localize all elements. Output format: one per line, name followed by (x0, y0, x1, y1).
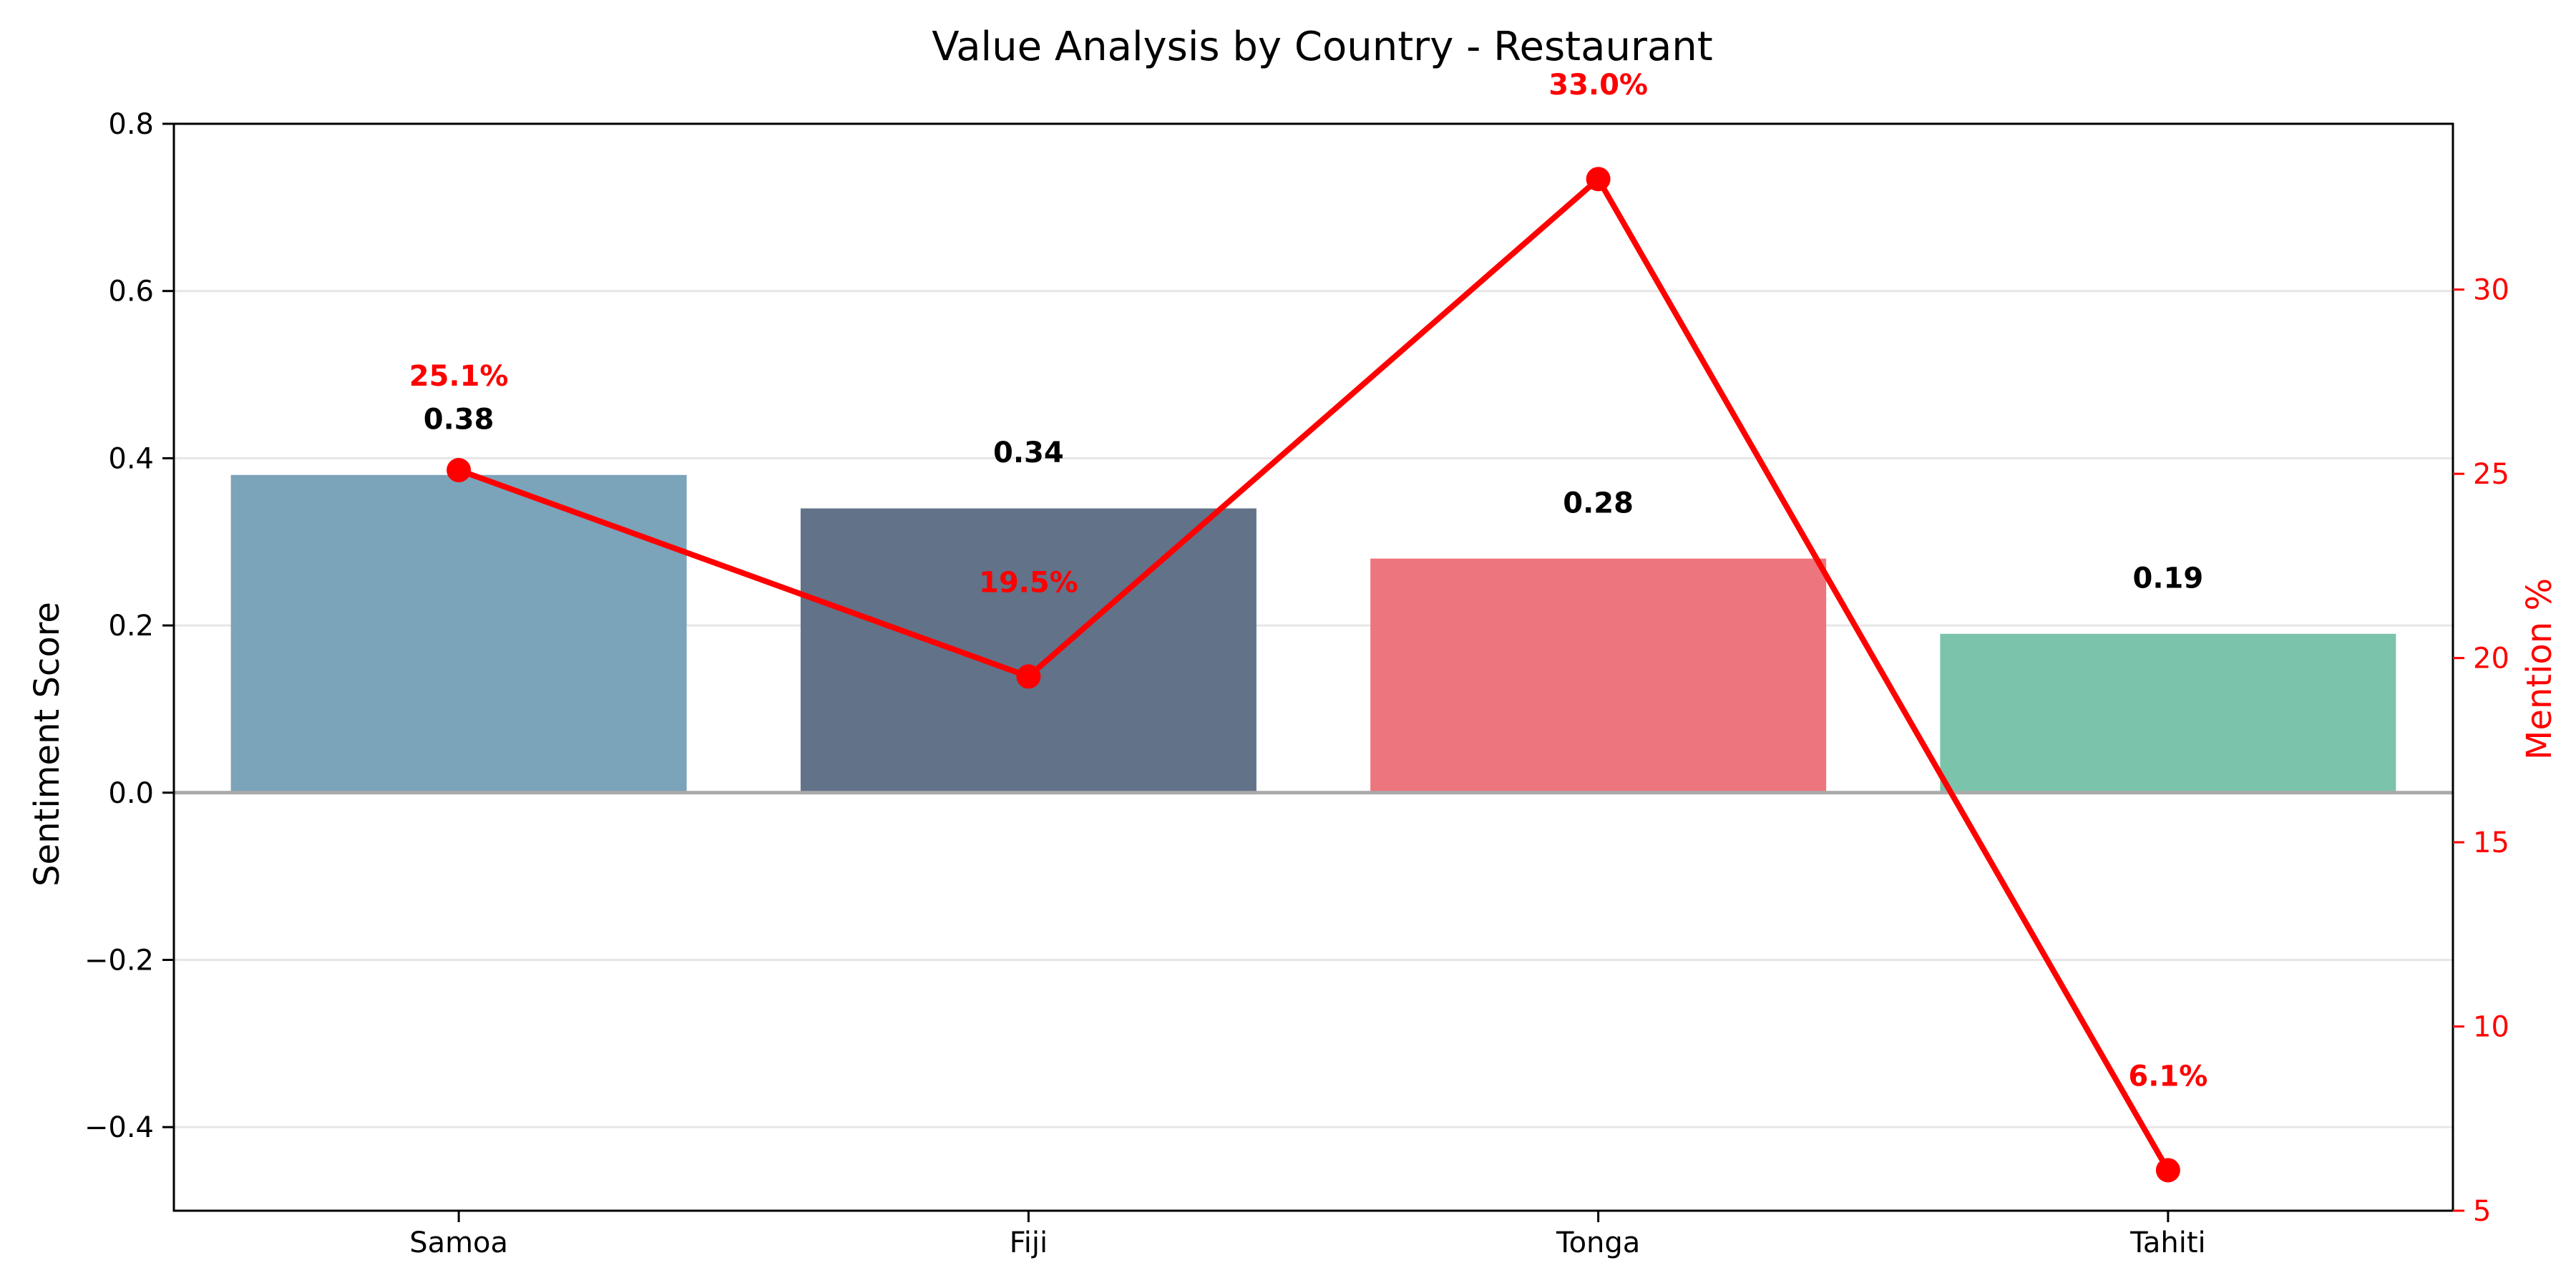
y-tick-label: 0.4 (108, 442, 154, 475)
mention-point-fiji (1016, 664, 1041, 689)
y2-tick-label: 10 (2473, 1011, 2509, 1044)
bar-value-label: 0.38 (424, 403, 494, 436)
chart-title: Value Analysis by Country - Restaurant (932, 24, 1712, 70)
bar-fiji (800, 508, 1257, 793)
y2-tick-label: 30 (2473, 274, 2509, 307)
mention-value-label: 25.1% (409, 360, 509, 393)
bar-tonga (1370, 558, 1827, 793)
bar-value-label: 0.34 (993, 436, 1064, 469)
line-layer (447, 167, 2180, 1183)
y2-axis-label: Mention % (2519, 578, 2560, 760)
mention-line (457, 176, 2171, 1172)
y2-tick-label: 25 (2473, 458, 2509, 491)
mention-point-tahiti (2155, 1158, 2180, 1183)
bar-value-label: 0.19 (2133, 562, 2204, 595)
x-tick-label: Samoa (409, 1226, 508, 1259)
mention-point-tonga (1586, 167, 1611, 192)
y-tick-label: −0.2 (84, 944, 154, 977)
bar-samoa (230, 474, 687, 793)
y2-tick-label: 20 (2473, 643, 2509, 675)
y-tick-label: 0.8 (108, 108, 154, 141)
bar-value-label: 0.28 (1563, 487, 1634, 519)
x-tick-label: Tonga (1556, 1226, 1640, 1259)
bar-tahiti (1940, 633, 2396, 793)
y2-tick-label: 15 (2473, 826, 2509, 859)
y-tick-label: 0.0 (108, 777, 154, 810)
y-tick-label: 0.6 (108, 275, 154, 308)
axis-layer: −0.4 −0.2 0.0 0.2 0.4 0.6 0.8 5 10 15 20 25 30 Samoa F… (84, 108, 2509, 1259)
y-tick-label: 0.2 (108, 610, 154, 643)
mention-value-label: 19.5% (979, 566, 1078, 599)
label-layer: 0.38 0.34 0.28 0.19 25.1% 19.5% 33.0% 6.1% (409, 69, 2208, 1093)
mention-value-label: 33.0% (1548, 69, 1648, 102)
mention-value-label: 6.1% (2128, 1060, 2207, 1093)
bar-layer (230, 474, 2396, 793)
mention-point-samoa (447, 458, 472, 483)
x-tick-label: Tahiti (2129, 1226, 2206, 1259)
y2-tick-label: 5 (2473, 1195, 2491, 1228)
y-axis-label: Sentiment Score (27, 602, 67, 887)
plot-frame (172, 122, 2454, 1212)
y-tick-label: −0.4 (84, 1111, 154, 1144)
x-tick-label: Fiji (1010, 1226, 1048, 1259)
